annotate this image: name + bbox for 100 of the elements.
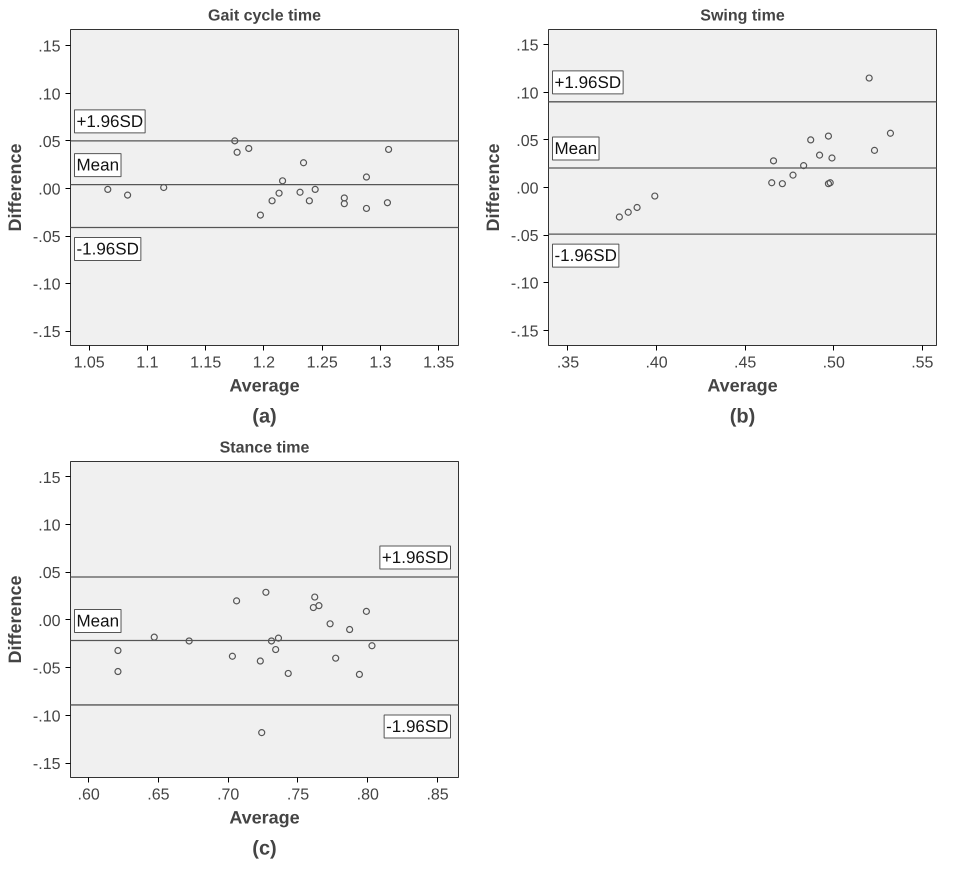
y-tick-label: -.05 xyxy=(32,660,61,678)
point xyxy=(886,130,894,137)
point xyxy=(651,192,658,200)
point xyxy=(807,136,814,144)
y-tick-label: .10 xyxy=(38,518,61,535)
point xyxy=(362,173,370,181)
point xyxy=(332,654,340,662)
ref-line-label: Mean xyxy=(76,156,120,175)
point xyxy=(124,192,132,199)
point xyxy=(384,199,392,206)
y-tick-label: .05 xyxy=(38,134,61,151)
x-tick-label: .85 xyxy=(426,786,449,804)
y-tick-label: .00 xyxy=(516,180,539,198)
y-tick-label: -.15 xyxy=(32,756,61,774)
point xyxy=(228,652,236,660)
y-tick-label: .15 xyxy=(38,470,61,487)
point xyxy=(384,146,392,154)
point xyxy=(311,593,318,601)
point xyxy=(275,190,283,197)
point xyxy=(870,146,878,154)
y-axis-title: Difference xyxy=(482,143,503,232)
x-tick-label: .75 xyxy=(286,786,310,804)
point xyxy=(340,194,348,202)
y-tick-label: .10 xyxy=(516,85,539,102)
x-tick-label: 1.1 xyxy=(136,354,159,372)
y-tick-label: -.10 xyxy=(510,276,539,293)
point xyxy=(362,608,370,615)
point xyxy=(800,162,808,170)
point xyxy=(770,157,778,164)
point xyxy=(104,186,112,193)
point xyxy=(362,204,370,212)
x-tick-label: 1.3 xyxy=(369,354,392,372)
point xyxy=(278,177,286,184)
x-tick-label: .65 xyxy=(147,786,170,804)
y-tick-label: .00 xyxy=(38,181,61,198)
x-tick-label: 1.35 xyxy=(423,354,454,372)
x-tick-label: .70 xyxy=(217,786,240,804)
x-axis-title: Average xyxy=(229,808,300,828)
point xyxy=(340,200,348,208)
point xyxy=(300,159,308,166)
x-tick-label: .80 xyxy=(356,786,380,804)
point xyxy=(633,204,641,212)
y-tick-label: -.15 xyxy=(510,323,539,340)
ref-line-label: +1.96SD xyxy=(554,72,622,92)
point xyxy=(789,172,797,179)
point xyxy=(268,197,276,204)
x-axis-title: Average xyxy=(707,376,778,396)
x-tick-label: 1.2 xyxy=(252,354,276,372)
point xyxy=(816,152,824,159)
point xyxy=(258,729,266,736)
y-tick-label: -.15 xyxy=(32,324,61,342)
text: (b) xyxy=(730,406,756,428)
point xyxy=(150,634,158,641)
point xyxy=(312,186,319,193)
x-tick-label: 1.05 xyxy=(74,354,105,372)
x-tick-label: 1.25 xyxy=(306,354,338,372)
point xyxy=(368,642,376,650)
ref-line-label: +1.96SD xyxy=(76,112,144,131)
point xyxy=(866,74,873,82)
point xyxy=(326,620,334,628)
x-tick-label: .45 xyxy=(734,354,756,372)
chart-title: Stance time xyxy=(220,440,310,456)
y-tick-label: .05 xyxy=(516,132,539,150)
point xyxy=(186,637,193,645)
point xyxy=(824,180,832,188)
y-axis-title: Difference xyxy=(4,575,25,664)
point xyxy=(272,646,280,654)
point xyxy=(160,184,168,192)
x-tick-label: .40 xyxy=(645,354,668,372)
point xyxy=(274,634,282,642)
x-tick-label: 1.15 xyxy=(190,354,222,372)
x-tick-label: .35 xyxy=(556,354,580,372)
point xyxy=(306,197,313,204)
y-tick-label: -.10 xyxy=(32,708,61,726)
point xyxy=(268,637,276,645)
y-tick-label: .15 xyxy=(516,38,539,55)
y-tick-label: -.10 xyxy=(32,276,61,294)
y-tick-label: .05 xyxy=(38,565,61,582)
text: (a) xyxy=(252,406,277,428)
x-axis-title: Average xyxy=(229,376,300,396)
point xyxy=(232,597,240,604)
ref-line-label: +1.96SD xyxy=(382,548,449,568)
chart-title: Swing time xyxy=(700,8,785,24)
point xyxy=(245,144,252,152)
point xyxy=(234,148,241,156)
point xyxy=(315,602,323,610)
y-tick-label: .10 xyxy=(38,86,61,104)
point xyxy=(262,588,270,596)
ref-line-label: Mean xyxy=(76,612,120,631)
point xyxy=(828,154,836,162)
x-tick-label: .50 xyxy=(822,354,845,372)
ref-line-label: Mean xyxy=(554,138,598,158)
point xyxy=(778,180,786,188)
ref-line-label: -1.96SD xyxy=(76,239,139,258)
x-tick-label: .60 xyxy=(78,786,100,804)
point xyxy=(768,179,776,186)
point xyxy=(284,670,292,678)
y-tick-label: .00 xyxy=(38,612,61,630)
point xyxy=(356,670,364,678)
y-tick-label: -.05 xyxy=(510,228,539,246)
